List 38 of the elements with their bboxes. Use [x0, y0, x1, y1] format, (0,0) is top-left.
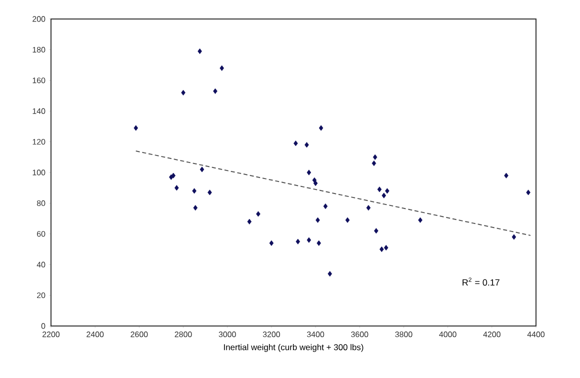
point: [192, 188, 196, 194]
point: [208, 190, 212, 196]
point: [318, 125, 324, 131]
point: [384, 244, 388, 251]
point: [316, 217, 320, 223]
point: [294, 140, 298, 146]
point: [374, 228, 378, 234]
point: [372, 160, 376, 166]
point: [313, 180, 318, 186]
point: [304, 142, 309, 148]
point: [193, 205, 198, 211]
point: [200, 166, 204, 172]
x-axis-title: Inertial weight (curb weight + 300 lbs): [224, 344, 364, 352]
point: [526, 190, 530, 196]
point: [377, 186, 382, 192]
point: [306, 237, 312, 243]
point: [220, 65, 224, 71]
annotation: R$^{2}$ = 0.17: [462, 278, 500, 286]
point: [306, 170, 312, 176]
point: [269, 240, 274, 246]
point: [316, 240, 321, 246]
point: [213, 88, 218, 94]
point: [372, 154, 378, 160]
point: [134, 125, 138, 131]
point: [366, 205, 371, 211]
point: [385, 188, 390, 194]
point: [174, 185, 179, 191]
point: [328, 271, 332, 277]
point: [504, 172, 508, 178]
point: [418, 217, 422, 223]
point: [296, 238, 300, 244]
point: [382, 192, 386, 198]
point: [345, 217, 350, 223]
point: [256, 211, 260, 217]
point: [247, 218, 252, 224]
point: [181, 90, 186, 96]
point: [323, 203, 328, 210]
point: [512, 234, 516, 240]
